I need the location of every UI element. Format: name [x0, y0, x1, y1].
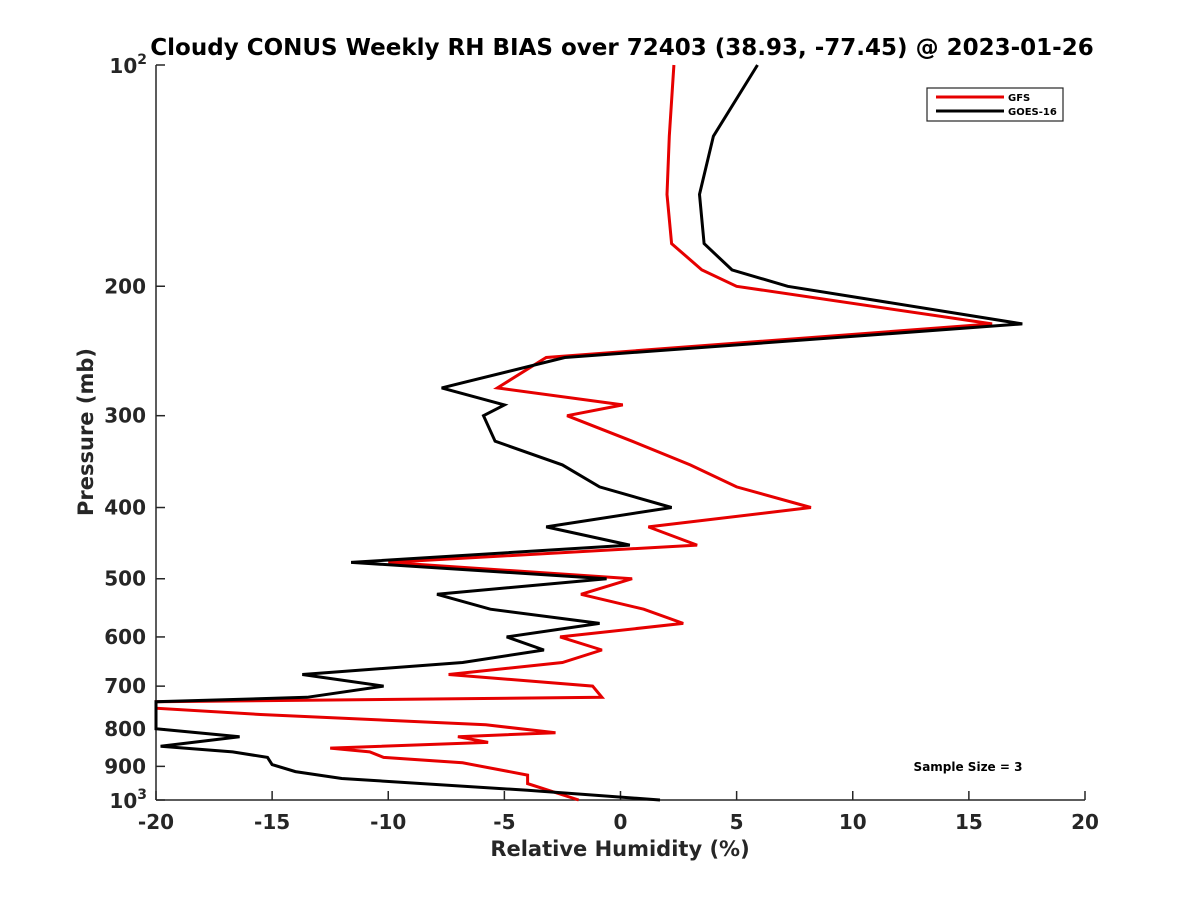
x-tick-label: 5: [730, 810, 744, 834]
x-tick-label: 0: [614, 810, 628, 834]
y-tick-label: 300: [104, 404, 146, 428]
x-tick-label: -20: [138, 810, 174, 834]
x-tick-label: 20: [1071, 810, 1099, 834]
y-axis-label: Pressure (mb): [74, 348, 98, 516]
chart-title: Cloudy CONUS Weekly RH BIAS over 72403 (…: [150, 35, 1093, 61]
series-line-gfs: [154, 64, 993, 802]
y-tick-label: 500: [104, 567, 146, 591]
x-axis-label: Relative Humidity (%): [490, 837, 749, 861]
sample-size-annotation: Sample Size = 3: [914, 760, 1023, 774]
x-tick-label: -5: [493, 810, 515, 834]
plot-axes: -20 -15 -10 -5 0 5 10 15 20 200 300 400 500 600 700 800…: [104, 52, 1099, 834]
series-line-goes-16: [154, 64, 1023, 802]
x-tick-label: 15: [955, 810, 983, 834]
y-decade-label: 103: [109, 787, 147, 813]
series-layer: [154, 64, 1023, 802]
y-tick-label: 400: [104, 496, 146, 520]
legend-entry-label: GOES-16: [1008, 107, 1057, 118]
y-decade-base: 10: [109, 789, 137, 813]
y-tick-label: 800: [104, 717, 146, 741]
y-tick-label: 900: [104, 754, 146, 778]
legend-box: [926, 87, 1064, 122]
x-tick-label: 10: [839, 810, 867, 834]
legend-entry-label: GFS: [1008, 93, 1030, 104]
y-tick-label: 600: [104, 625, 146, 649]
y-tick-label: 700: [104, 674, 146, 698]
y-tick-label: 200: [104, 274, 146, 298]
chart-legend: GFS GOES-16: [926, 87, 1064, 122]
y-decade-exponent: 2: [137, 52, 147, 68]
y-decade-exponent: 3: [137, 787, 147, 803]
y-decade-label: 102: [109, 52, 147, 78]
x-tick-label: -10: [370, 810, 406, 834]
x-tick-label: -15: [254, 810, 290, 834]
y-decade-base: 10: [109, 54, 137, 78]
